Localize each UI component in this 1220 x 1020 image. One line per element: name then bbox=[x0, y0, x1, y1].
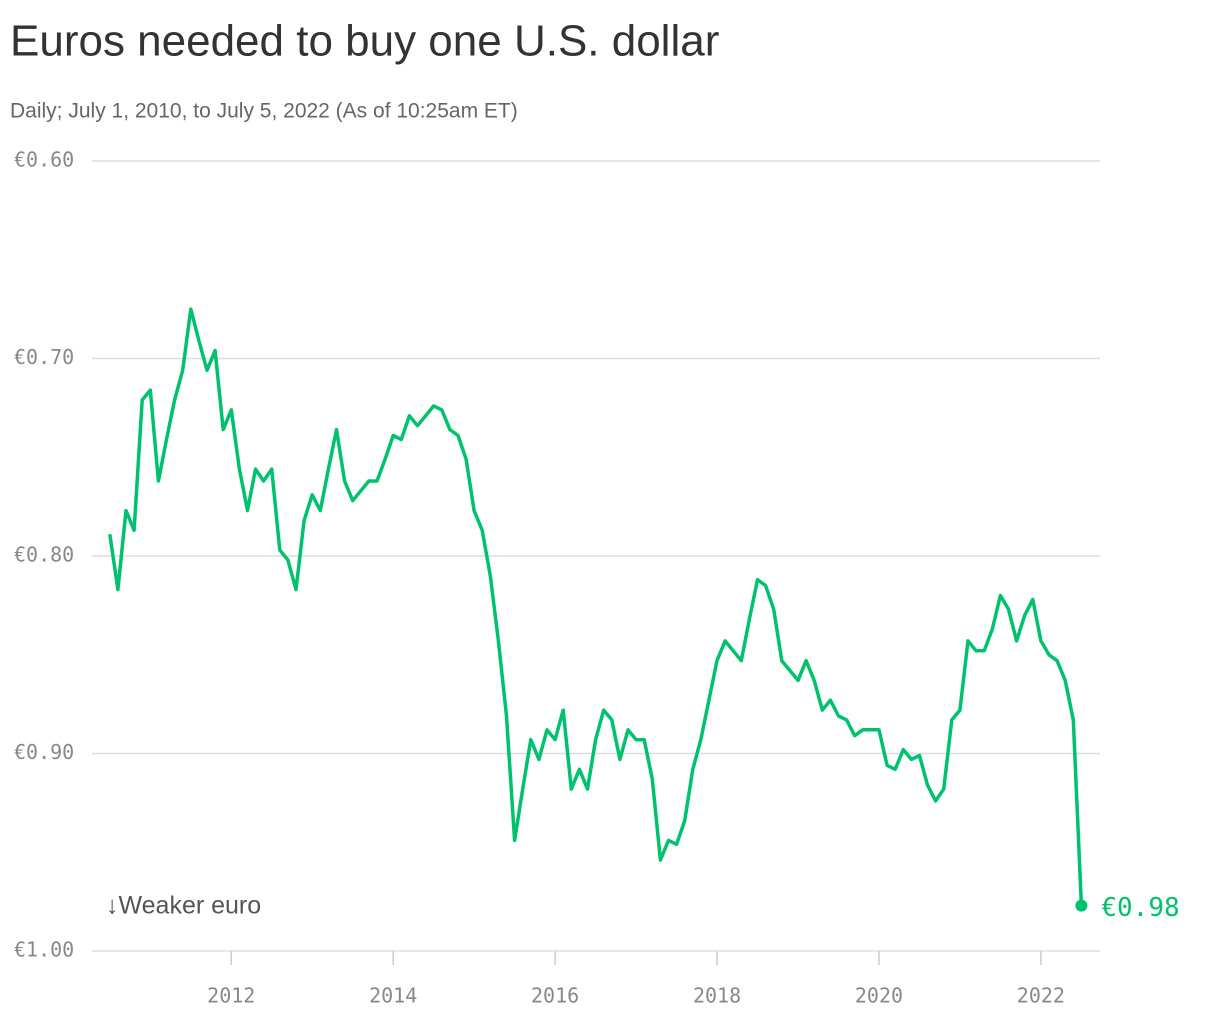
x-tick-label: 2022 bbox=[1017, 984, 1065, 1008]
y-tick-label: €0.70 bbox=[14, 345, 74, 369]
y-tick-label: €0.60 bbox=[14, 148, 74, 172]
chart-title: Euros needed to buy one U.S. dollar bbox=[10, 17, 719, 66]
line bbox=[108, 307, 1084, 906]
chart-subtitle: Daily; July 1, 2010, to July 5, 2022 (As… bbox=[10, 100, 518, 123]
x-tick-label: 2012 bbox=[207, 984, 255, 1008]
x-tick-label: 2020 bbox=[855, 984, 903, 1008]
y-tick-label: €0.90 bbox=[14, 740, 74, 764]
x-tick-label: 2014 bbox=[369, 984, 417, 1008]
y-tick-label: €1.00 bbox=[14, 938, 74, 962]
end-point bbox=[1075, 899, 1088, 912]
x-tick-label: 2016 bbox=[531, 984, 579, 1008]
end-label: €0.98 bbox=[1101, 893, 1179, 923]
annotation: ↓Weaker euro bbox=[106, 892, 261, 920]
x-tick-label: 2018 bbox=[693, 984, 741, 1008]
y-tick-label: €0.80 bbox=[14, 543, 74, 567]
